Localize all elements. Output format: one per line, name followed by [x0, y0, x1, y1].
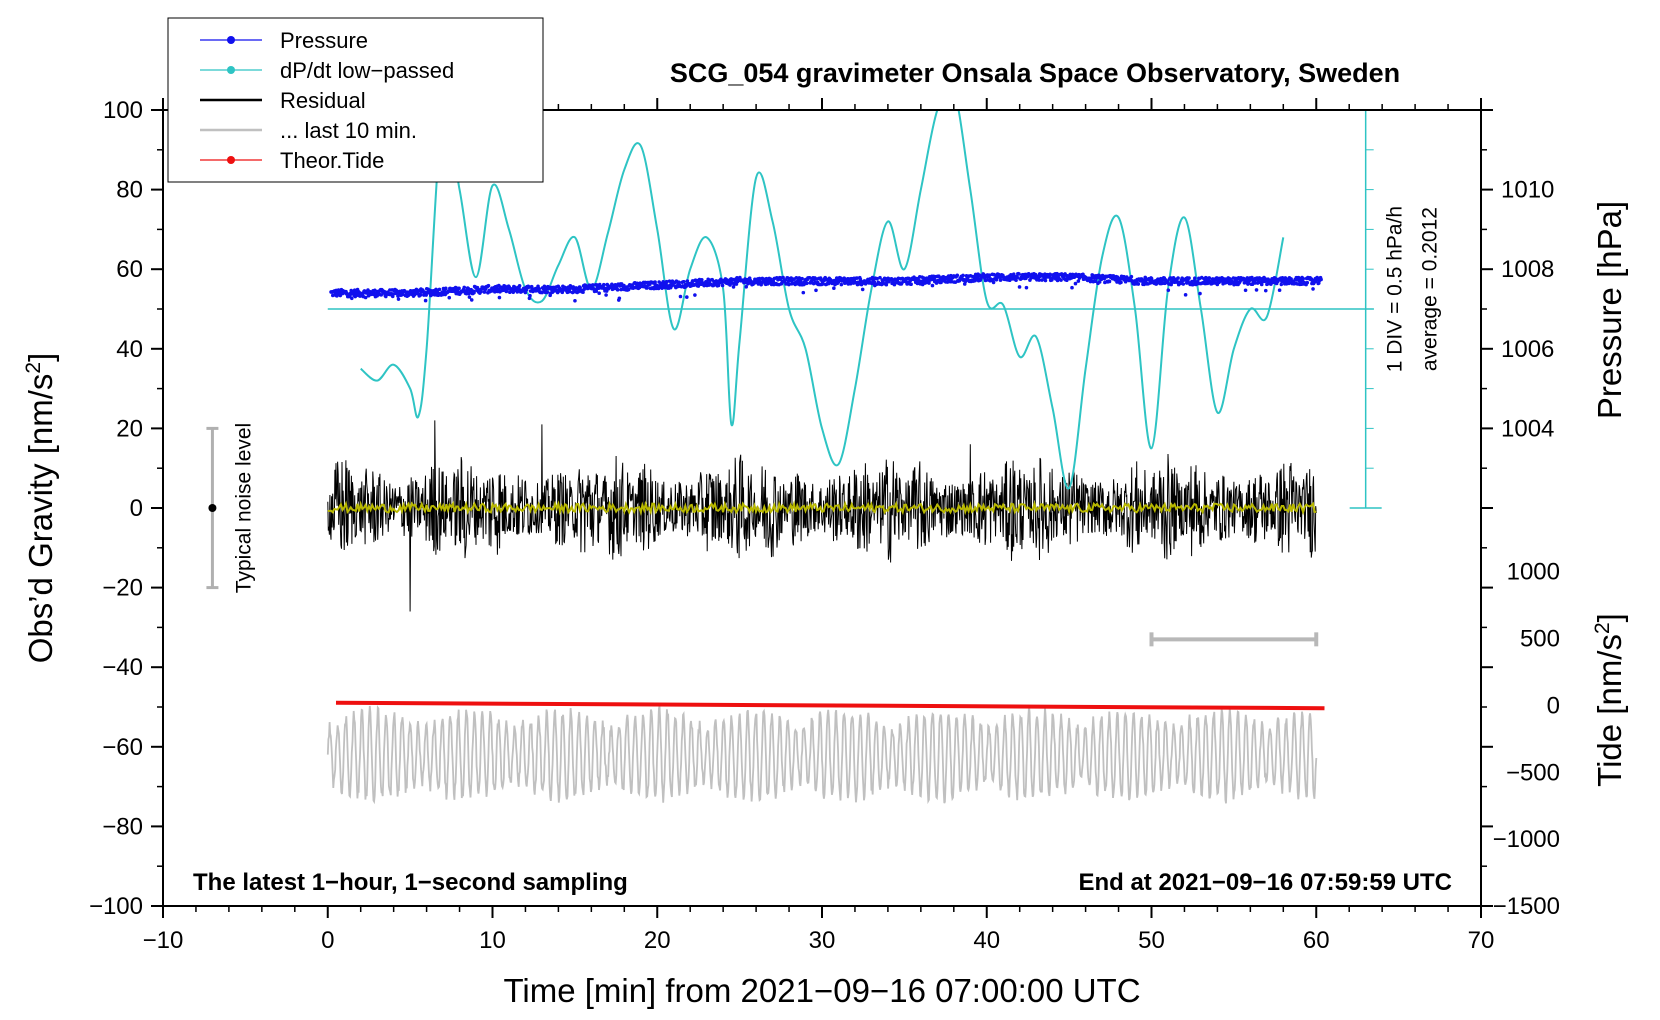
tide-tick-label: 0 [1547, 692, 1560, 719]
annotations: Typical noise level 1 DIV = 0.5 hPa/h aver… [206, 206, 1442, 647]
dpdt-series [327, 109, 1382, 509]
y-axis-title: Obs’d Gravity [nm/s2] [22, 353, 59, 664]
x-tick-label: 0 [321, 927, 334, 954]
bottom-left-note: The latest 1−hour, 1−second sampling [193, 869, 628, 896]
y-tick-label: 0 [130, 495, 143, 522]
pressure-axis-title: Pressure [hPa] [1591, 201, 1628, 419]
noise-level-label: Typical noise level [232, 423, 255, 593]
x-tick-label: 70 [1468, 927, 1495, 954]
bottom-right-note: End at 2021−09−16 07:59:59 UTC [1078, 869, 1452, 896]
legend-marker [227, 66, 235, 74]
legend-label: Pressure [280, 28, 368, 53]
y-axis-title-text: Obs’d Gravity [nm/s [22, 374, 59, 664]
pressure-series [329, 271, 1323, 303]
dpdt-line [360, 110, 1285, 490]
legend-label: Theor.Tide [280, 148, 384, 173]
pressure-dots [329, 271, 1323, 303]
x-tick-label: 20 [644, 927, 671, 954]
y-tick-label: 20 [116, 415, 143, 442]
chart-title: SCG_054 gravimeter Onsala Space Observat… [670, 58, 1400, 88]
legend: Pressure dP/dt low−passed Residual ... last… [167, 17, 544, 183]
legend-label: ... last 10 min. [280, 118, 417, 143]
noise-bar-center-dot [208, 504, 217, 512]
theoretical-tide-series [335, 700, 1325, 711]
legend-label: Residual [280, 88, 366, 113]
x-tick-label: 40 [973, 927, 1000, 954]
tide-axis-title: Tide [nm/s2] [1591, 613, 1628, 787]
y-tick-label: −40 [102, 654, 143, 681]
average-label: average = 0.2012 [1419, 207, 1442, 371]
tide-axis-title-exponent: 2 [1591, 622, 1614, 634]
y-tick-label: 40 [116, 336, 143, 363]
tide-tick-label: −500 [1506, 759, 1560, 786]
pressure-tick-label: 1008 [1501, 256, 1554, 283]
x-tick-label: 30 [809, 927, 836, 954]
x-tick-label: −10 [143, 927, 184, 954]
div-label: 1 DIV = 0.5 hPa/h [1384, 206, 1407, 372]
tide-tick-label: −1500 [1493, 893, 1560, 920]
residual-line [327, 420, 1317, 612]
tide-tick-label: 1000 [1507, 559, 1560, 586]
y-axis-title-close: ] [22, 353, 59, 362]
pressure-tick-label: 1006 [1501, 336, 1554, 363]
pressure-tick-label: 1004 [1501, 415, 1554, 442]
x-tick-label: 50 [1138, 927, 1165, 954]
x-axis-title: Time [min] from 2021−09−16 07:00:00 UTC [503, 972, 1140, 1009]
residual-smoothed-line [327, 500, 1317, 517]
y-axis-title-exponent: 2 [22, 362, 45, 374]
residual-smoothed-series [327, 500, 1317, 517]
tide-axis-title-close: ] [1591, 613, 1628, 622]
y-tick-label: −80 [102, 813, 143, 840]
y-tick-label: 60 [116, 256, 143, 283]
y-tick-label: −20 [102, 575, 143, 602]
y-tick-label: 100 [103, 97, 143, 124]
tide-tick-label: −1000 [1493, 826, 1560, 853]
theoretical-tide-line [335, 700, 1325, 711]
y-tick-label: −60 [102, 734, 143, 761]
y-tick-label: 80 [116, 177, 143, 204]
tide-tick-label: 500 [1520, 626, 1560, 653]
x-tick-label: 60 [1303, 927, 1330, 954]
y-tick-label: −100 [89, 893, 143, 920]
residual-series [327, 420, 1317, 612]
legend-label: dP/dt low−passed [280, 58, 454, 83]
axes: −10 0 10 20 30 40 50 60 70−100−80−60−40−20020406… [89, 97, 1560, 954]
x-tick-label: 10 [479, 927, 506, 954]
last-10-min-series [326, 705, 1318, 805]
tide-axis-title-text: Tide [nm/s [1591, 634, 1628, 787]
legend-marker [227, 156, 235, 164]
legend-marker [227, 36, 235, 44]
last-10-min-line [326, 705, 1318, 805]
pressure-tick-label: 1010 [1501, 177, 1554, 204]
